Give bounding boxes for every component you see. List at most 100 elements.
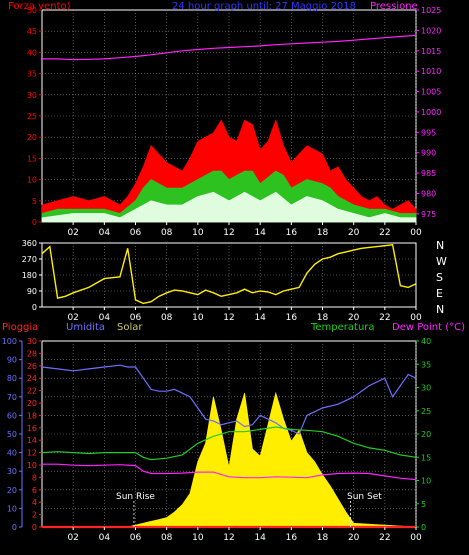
wind-x-tick-label: 02 bbox=[67, 228, 78, 238]
humidity-y-tick-label: 16 bbox=[27, 424, 37, 433]
sunset-annotation: Sun Set bbox=[347, 492, 382, 502]
direction-x-tick-label: 18 bbox=[317, 313, 329, 323]
weather-x-tick-label: 22 bbox=[379, 533, 390, 543]
rain-y-tick-label: 90 bbox=[7, 356, 17, 365]
rain-y-tick-label: 30 bbox=[7, 467, 17, 476]
direction-y-tick-label: 180 bbox=[22, 271, 37, 280]
wind-y-tick-label: 50 bbox=[27, 6, 37, 15]
humidity-y-tick-label: 10 bbox=[27, 461, 37, 470]
temperature-y-tick-label: 40 bbox=[421, 337, 431, 346]
wind-y-tick-label: 5 bbox=[32, 197, 37, 206]
direction-x-tick-label: 08 bbox=[161, 313, 173, 323]
wind-pressure-panel: 0510152025303540455097598098599099510001… bbox=[27, 6, 442, 238]
series-pressure bbox=[42, 34, 417, 61]
humidity-y-tick-label: 6 bbox=[32, 486, 37, 495]
wind-y-tick-label: 40 bbox=[27, 48, 37, 57]
weather-x-tick-label: 02 bbox=[67, 533, 78, 543]
temperature-y-tick-label: 25 bbox=[421, 407, 431, 416]
direction-x-tick-label: 10 bbox=[192, 313, 204, 323]
rain-y-tick-label: 100 bbox=[2, 337, 17, 346]
sunrise-annotation: Sun Rise bbox=[116, 492, 155, 502]
wind-y-tick-label: 30 bbox=[27, 91, 37, 100]
weather-panel: 0 10 20 30 40 50 60 70 80 90 100 02 4 6 8 10 12 14 16 18 20 2… bbox=[2, 337, 431, 543]
temperature-y-tick-label: 30 bbox=[421, 384, 431, 393]
pressure-y-tick-label: 1010 bbox=[421, 67, 441, 76]
pressure-y-tick-label: 1025 bbox=[421, 6, 441, 15]
direction-x-tick-label: 02 bbox=[67, 313, 78, 323]
compass-west: W bbox=[436, 255, 447, 268]
wind-x-tick-label: 08 bbox=[161, 228, 173, 238]
humidity-y-tick-label: 24 bbox=[27, 374, 37, 383]
weather-x-tick-label: 20 bbox=[348, 533, 360, 543]
wind-x-tick-label: 16 bbox=[286, 228, 298, 238]
pressure-y-tick-label: 1015 bbox=[421, 47, 441, 56]
wind-y-tick-label: 0 bbox=[32, 218, 37, 227]
humidity-y-tick-label: 2 bbox=[32, 511, 37, 520]
direction-y-tick-label: 0 bbox=[32, 303, 37, 312]
wind-x-tick-label: 22 bbox=[379, 228, 390, 238]
direction-x-tick-label: 22 bbox=[379, 313, 390, 323]
dewpoint-legend: Dew Point (°C) bbox=[392, 322, 466, 333]
humidity-y-tick-label: 4 bbox=[32, 498, 37, 507]
weather-x-tick-label: 18 bbox=[317, 533, 329, 543]
series-humidity bbox=[41, 364, 417, 435]
direction-x-tick-label: 04 bbox=[99, 313, 111, 323]
direction-y-tick-label: 270 bbox=[22, 255, 37, 264]
series-wind-direction bbox=[41, 244, 417, 305]
wind-x-tick-label: 04 bbox=[99, 228, 111, 238]
weather-x-tick-label: 06 bbox=[130, 533, 142, 543]
rain-y-tick-label: 50 bbox=[7, 430, 17, 439]
humidity-y-tick-label: 12 bbox=[27, 449, 37, 458]
humidity-legend: Umidita bbox=[66, 322, 106, 333]
temperature-y-tick-label: 0 bbox=[421, 523, 426, 532]
wind-strength-axis-title: Forza vento) bbox=[8, 1, 71, 12]
humidity-y-tick-label: 30 bbox=[27, 337, 37, 346]
rain-y-tick-label: 80 bbox=[7, 374, 17, 383]
wind-direction-panel: 0 90 180 270 360 02 04 06 08 10 12 14 16 18 20 22 00 bbox=[22, 239, 422, 323]
wind-y-tick-label: 20 bbox=[27, 133, 37, 142]
direction-x-tick-label: 14 bbox=[254, 313, 266, 323]
pressure-y-tick-label: 975 bbox=[421, 210, 436, 219]
weather-x-tick-label: 04 bbox=[99, 533, 111, 543]
compass-east: E bbox=[436, 287, 443, 300]
direction-y-tick-label: 90 bbox=[27, 287, 37, 296]
humidity-y-tick-label: 28 bbox=[27, 349, 37, 358]
direction-x-tick-label: 00 bbox=[410, 313, 422, 323]
direction-x-tick-label: 20 bbox=[348, 313, 360, 323]
direction-x-tick-label: 16 bbox=[286, 313, 298, 323]
series-wind-min bbox=[41, 191, 417, 223]
compass-north-top: N bbox=[436, 239, 445, 252]
humidity-y-tick-label: 8 bbox=[32, 473, 37, 482]
rain-y-tick-label: 70 bbox=[7, 393, 17, 402]
weather-x-tick-label: 10 bbox=[192, 533, 204, 543]
compass-south: S bbox=[436, 271, 443, 284]
weather-x-tick-label: 16 bbox=[286, 533, 298, 543]
wind-x-tick-label: 06 bbox=[130, 228, 142, 238]
rain-y-tick-label: 60 bbox=[7, 411, 17, 420]
weather-x-tick-label: 14 bbox=[254, 533, 266, 543]
wind-x-tick-label: 20 bbox=[348, 228, 360, 238]
humidity-y-tick-label: 14 bbox=[27, 436, 37, 445]
temperature-y-tick-label: 15 bbox=[421, 453, 431, 462]
rain-y-tick-label: 20 bbox=[7, 486, 17, 495]
rain-y-tick-label: 40 bbox=[7, 449, 17, 458]
wind-y-tick-label: 10 bbox=[27, 176, 37, 185]
wind-x-tick-label: 10 bbox=[192, 228, 204, 238]
humidity-y-tick-label: 18 bbox=[27, 411, 37, 420]
humidity-y-tick-label: 26 bbox=[27, 362, 37, 371]
compass-north-bottom: N bbox=[436, 303, 445, 316]
wind-direction-grid bbox=[42, 243, 417, 307]
temperature-y-tick-label: 35 bbox=[421, 360, 431, 369]
temperature-y-tick-label: 5 bbox=[421, 500, 426, 509]
wind-x-tick-label: 18 bbox=[317, 228, 329, 238]
weather-x-tick-label: 08 bbox=[161, 533, 173, 543]
wind-direction-series bbox=[41, 244, 417, 305]
pressure-y-tick-label: 1005 bbox=[421, 88, 441, 97]
rain-legend: Pioggia bbox=[2, 322, 39, 333]
rain-y-tick-label: 10 bbox=[7, 504, 17, 513]
pressure-axis-title: Pressione bbox=[370, 1, 418, 12]
wind-y-tick-label: 25 bbox=[27, 112, 37, 121]
chart-title: 24 hour graph until: 27 Maggio 2018 bbox=[172, 1, 357, 12]
pressure-y-tick-label: 980 bbox=[421, 189, 436, 198]
